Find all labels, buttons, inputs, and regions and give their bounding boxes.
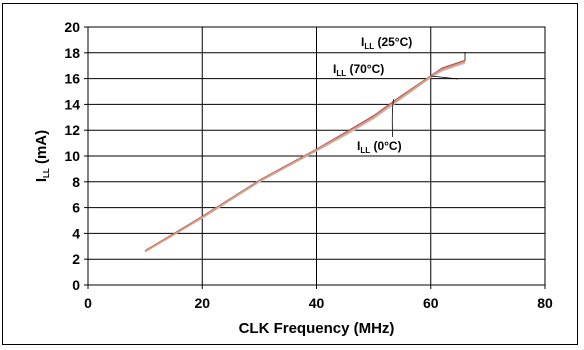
annotation-rest-2: (70°C) <box>346 62 384 76</box>
series-annotations: ILL (25°C)ILL (70°C)ILL (0°C) <box>333 35 412 155</box>
y-tick-label-8: 8 <box>72 174 80 190</box>
y-tick-label-2: 2 <box>72 251 80 267</box>
x-tick-label-0: 0 <box>84 295 92 311</box>
annotation-main-3: I <box>357 139 360 153</box>
y-axis-title-subscript: LL <box>42 168 51 178</box>
x-axis-title: CLK Frequency (MHz) <box>239 320 395 337</box>
y-axis-ticks: 0 2 4 6 8 10 12 14 16 18 20 <box>64 19 88 293</box>
annotation-subscript-3: LL <box>360 146 370 155</box>
y-tick-label-14: 14 <box>64 96 80 112</box>
annotation-main-2: I <box>333 62 336 76</box>
y-axis-title: ILL (mA) <box>33 130 51 182</box>
y-tick-label-12: 12 <box>64 122 80 138</box>
y-axis-title-main: I <box>33 178 50 182</box>
annotation-rest-3: (0°C) <box>370 139 401 153</box>
grid <box>87 26 546 286</box>
annotation-subscript-2: LL <box>336 69 346 78</box>
annotation-label-1: ILL (25°C) <box>361 35 412 51</box>
x-tick-label-60: 60 <box>423 295 439 311</box>
chart-frame <box>2 3 578 345</box>
leader-line-3 <box>391 99 395 138</box>
y-axis-title-rest: (mA) <box>33 130 50 168</box>
y-tick-label-10: 10 <box>64 148 80 164</box>
x-axis-ticks: 0 20 40 60 80 <box>84 285 553 311</box>
y-tick-label-6: 6 <box>72 200 80 216</box>
y-tick-label-16: 16 <box>64 71 80 87</box>
y-tick-label-0: 0 <box>72 277 80 293</box>
series-lines <box>144 59 466 253</box>
annotation-label-3: ILL (0°C) <box>357 139 402 155</box>
series-line-3 <box>144 61 466 253</box>
annotation-subscript-1: LL <box>364 42 374 51</box>
leader-line-2 <box>430 75 459 80</box>
y-tick-label-4: 4 <box>72 225 80 241</box>
annotation-label-2: ILL (70°C) <box>333 62 384 78</box>
x-tick-label-20: 20 <box>194 295 210 311</box>
y-tick-label-20: 20 <box>64 19 80 35</box>
x-tick-label-40: 40 <box>309 295 325 311</box>
y-tick-label-18: 18 <box>64 45 80 61</box>
annotation-leader-lines <box>391 51 466 138</box>
annotation-main-1: I <box>361 35 364 49</box>
x-tick-label-80: 80 <box>537 295 553 311</box>
annotation-rest-1: (25°C) <box>374 35 412 49</box>
